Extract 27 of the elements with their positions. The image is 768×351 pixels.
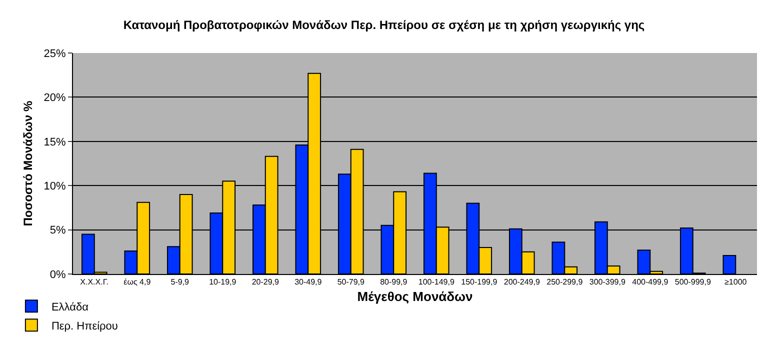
x-tick-label: 150-199,9 [461, 278, 498, 287]
x-tick-label: 5-9,9 [170, 278, 190, 287]
y-tick-label: 10% [44, 180, 66, 192]
y-tick-label: 0% [50, 268, 66, 281]
legend-label: Ελλάδα [51, 301, 90, 314]
y-tick-label: 25% [44, 48, 66, 60]
y-tick-label: 15% [44, 136, 66, 148]
x-tick-label: 100-149,9 [418, 278, 455, 287]
x-tick-label: 20-29,9 [252, 278, 280, 287]
x-tick-label: 80-99,9 [380, 278, 408, 287]
y-tick-label: 20% [44, 92, 66, 104]
legend-label: Περ. Ηπείρου [51, 320, 118, 332]
x-tick-label: έως 4,9 [124, 278, 152, 287]
x-tick-label: ≥1000 [724, 278, 748, 287]
x-tick-label: 200-249,9 [504, 278, 540, 287]
x-tick-label: 400-499,9 [632, 278, 669, 287]
chart-title: Κατανομή Προβατοτροφικών Μονάδων Περ. Ηπείρου σε σχέση με τη χρήση γεωργικής γης [123, 18, 645, 32]
x-axis-title: Μέγεθος Μονάδων [357, 289, 473, 304]
x-tick-label: 250-299,9 [546, 278, 584, 287]
x-tick-label: 30-49,9 [294, 278, 322, 287]
y-axis-title: Ποσοστό Μονάδων % [21, 100, 36, 226]
x-tick-label: Χ.Χ.Χ.Γ. [80, 278, 109, 287]
x-tick-label: 300-399,9 [589, 278, 626, 287]
x-tick-label: 500-999,9 [674, 278, 712, 287]
x-tick-label: 50-79,9 [337, 278, 365, 287]
x-tick-label: 10-19,9 [209, 278, 237, 287]
y-tick-label: 5% [50, 224, 66, 237]
